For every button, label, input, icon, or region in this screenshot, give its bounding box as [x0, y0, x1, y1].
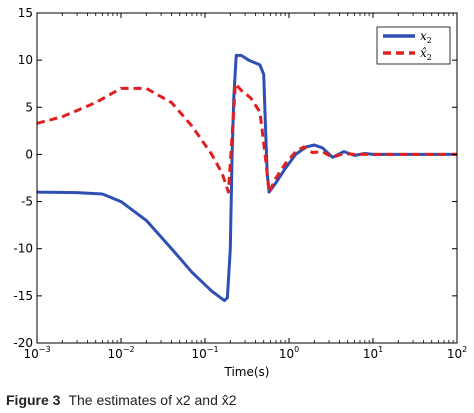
- legend-label-x2-hat: x̂2: [420, 46, 432, 62]
- legend-box: [376, 26, 451, 65]
- figure-caption: Figure 3 The estimates of x2 and x̂2: [6, 392, 474, 413]
- y-tick-label: 10: [18, 53, 33, 67]
- x-tick-label: 10−3: [23, 345, 50, 361]
- x-tick-label: 10−2: [107, 345, 134, 361]
- y-tick-label: 5: [25, 100, 33, 114]
- y-tick-label: -20: [13, 336, 33, 350]
- legend-label-x2-sub: 2: [427, 36, 432, 45]
- legend-label-x2-hat-main: x̂: [420, 46, 427, 60]
- series-line-x2-hat: [36, 82, 457, 194]
- x-tick-label: 100: [279, 345, 299, 361]
- legend-label-x2-main: x: [420, 29, 427, 43]
- caption-label: Figure 3: [6, 392, 61, 408]
- caption-text: The estimates of x2 and x̂2: [68, 392, 237, 408]
- plot-area: [37, 13, 457, 343]
- y-tick-label: 15: [18, 6, 33, 20]
- series-layer: [36, 53, 457, 303]
- x-tick-label: 10−1: [191, 345, 218, 361]
- x-tick-label: 102: [447, 345, 467, 361]
- y-tick-label: -10: [13, 242, 33, 256]
- x-tick-label: 101: [363, 345, 383, 361]
- plot-frame: [36, 12, 458, 344]
- ticks-layer: -20 -15 -10 -5 0 5 10 15 10−3 10−2 10−1 100 101 102: [13, 6, 467, 361]
- legend-label-x2-hat-sub: 2: [427, 53, 432, 62]
- legend: x2 x̂2: [376, 26, 451, 65]
- legend-label-x2: x2: [420, 29, 432, 45]
- x-axis-label: Time(s): [224, 365, 270, 379]
- y-tick-label: -15: [13, 289, 33, 303]
- y-tick-label: 0: [25, 147, 33, 161]
- y-tick-label: -5: [21, 195, 33, 209]
